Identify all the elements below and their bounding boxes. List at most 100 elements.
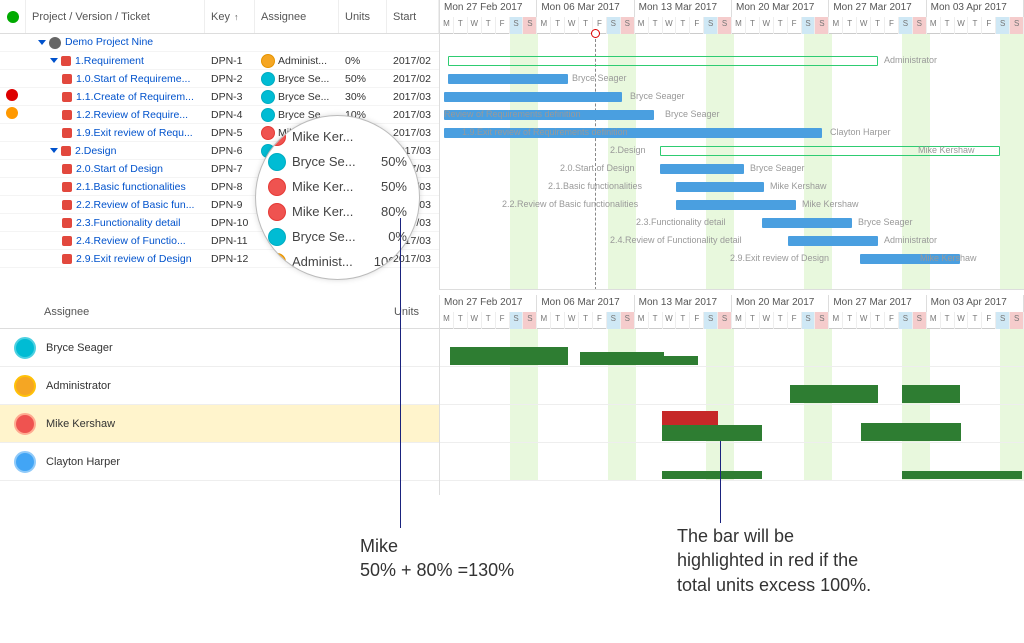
- row-key: DPN-10: [205, 217, 255, 229]
- util-bar[interactable]: [902, 471, 1022, 479]
- assignee-header[interactable]: Assignee: [255, 0, 339, 33]
- util-bar[interactable]: [450, 347, 568, 365]
- row-name[interactable]: 2.9.Exit review of Design: [26, 253, 205, 265]
- units-col-label[interactable]: Units: [394, 306, 419, 318]
- row-name[interactable]: 2.0.Start of Design: [26, 163, 205, 175]
- gantt-bar-label: Administrator: [884, 55, 937, 65]
- week-label: Mon 27 Feb 2017: [440, 295, 537, 312]
- gantt-bar[interactable]: [676, 200, 796, 210]
- gantt-bar-label: Mike Kershaw: [918, 145, 975, 155]
- row-assignee[interactable]: Bryce Se...: [255, 72, 339, 86]
- gantt-bar[interactable]: [448, 74, 568, 84]
- gantt-bar-label: Bryce Seager: [665, 109, 720, 119]
- row-name[interactable]: Demo Project Nine: [26, 36, 205, 48]
- row-name[interactable]: 1.2.Review of Require...: [26, 109, 205, 121]
- week-label: Mon 03 Apr 2017: [927, 0, 1024, 17]
- day-label: F: [593, 312, 607, 329]
- gantt-bar[interactable]: [762, 218, 852, 228]
- table-row[interactable]: Demo Project Nine: [0, 34, 439, 52]
- gantt-bar-prelabel: 2.1.Basic functionalities: [548, 181, 642, 191]
- assignee-col-label[interactable]: Assignee: [44, 306, 394, 318]
- day-label: T: [774, 17, 788, 34]
- gantt-bar[interactable]: [788, 236, 878, 246]
- gantt-bar-label: Mike Kershaw: [802, 199, 859, 209]
- chevron-down-icon[interactable]: [50, 58, 58, 63]
- day-label: T: [968, 312, 982, 329]
- ticket-icon: [62, 92, 72, 102]
- row-start: 2017/03: [387, 127, 439, 139]
- row-name[interactable]: 2.4.Review of Functio...: [26, 235, 205, 247]
- ticket-icon: [62, 182, 72, 192]
- row-name[interactable]: 1.9.Exit review of Requ...: [26, 127, 205, 139]
- day-label: T: [551, 17, 565, 34]
- zoom-magnifier: Mike Ker...0Bryce Se...50%Mike Ker...50%…: [255, 115, 420, 280]
- util-bar[interactable]: [664, 356, 698, 365]
- row-name[interactable]: 2.2.Review of Basic fun...: [26, 199, 205, 211]
- ticket-icon: [62, 128, 72, 138]
- assignee-name: Bryce Seager: [46, 342, 113, 354]
- assignee-row[interactable]: Bryce Seager: [0, 329, 439, 367]
- gantt-bar-prelabel: 2.4.Review of Functionality detail: [610, 235, 742, 245]
- table-row[interactable]: 1.1.Create of Requirem...DPN-3Bryce Se..…: [0, 88, 439, 106]
- timeline-header: Mon 27 Feb 2017Mon 06 Mar 2017Mon 13 Mar…: [440, 0, 1024, 34]
- day-label: W: [663, 17, 677, 34]
- table-row[interactable]: 1.RequirementDPN-1Administ...0%2017/02: [0, 52, 439, 70]
- gantt-bar[interactable]: [676, 182, 764, 192]
- day-label: S: [704, 312, 718, 329]
- day-label: M: [829, 17, 843, 34]
- week-label: Mon 27 Mar 2017: [829, 0, 926, 17]
- assignee-name: Clayton Harper: [46, 456, 120, 468]
- day-label: M: [440, 312, 454, 329]
- row-name[interactable]: 1.1.Create of Requirem...: [26, 91, 205, 103]
- util-bar[interactable]: [902, 385, 960, 403]
- project-header[interactable]: Project / Version / Ticket: [26, 0, 205, 33]
- chevron-down-icon[interactable]: [38, 40, 46, 45]
- magnifier-row: Mike Ker...80%: [256, 199, 419, 224]
- units-header[interactable]: Units: [339, 0, 387, 33]
- row-name[interactable]: 2.1.Basic functionalities: [26, 181, 205, 193]
- day-label: W: [468, 17, 482, 34]
- day-label: S: [510, 17, 524, 34]
- row-assignee[interactable]: Administ...: [255, 54, 339, 68]
- row-key: DPN-1: [205, 55, 255, 67]
- row-name[interactable]: 2.Design: [26, 145, 205, 157]
- week-label: Mon 13 Mar 2017: [635, 0, 732, 17]
- day-label: S: [621, 17, 635, 34]
- assignee-row[interactable]: Clayton Harper: [0, 443, 439, 481]
- gantt-bar[interactable]: [448, 56, 878, 66]
- status-header: [0, 0, 26, 33]
- day-label: S: [523, 17, 537, 34]
- table-row[interactable]: 1.2.Review of Require...DPN-4Bryce Se...…: [0, 106, 439, 124]
- day-label: M: [829, 312, 843, 329]
- row-name[interactable]: 1.Requirement: [26, 55, 205, 67]
- avatar-icon: [261, 54, 275, 68]
- day-label: M: [927, 312, 941, 329]
- day-label: W: [565, 312, 579, 329]
- table-row[interactable]: 1.0.Start of Requireme...DPN-2Bryce Se..…: [0, 70, 439, 88]
- gantt-bar-label: Mike Kershaw: [770, 181, 827, 191]
- util-bar[interactable]: [662, 425, 762, 441]
- row-name[interactable]: 1.0.Start of Requireme...: [26, 73, 205, 85]
- util-bar[interactable]: [790, 385, 878, 403]
- gantt-bar-prelabel: 2.0.Start of Design: [560, 163, 635, 173]
- util-bar[interactable]: [861, 423, 961, 441]
- magnifier-row: Mike Ker...50%: [256, 174, 419, 199]
- gantt-bar[interactable]: [660, 164, 744, 174]
- ticket-icon: [62, 218, 72, 228]
- day-label: M: [537, 17, 551, 34]
- row-name[interactable]: 2.3.Functionality detail: [26, 217, 205, 229]
- day-label: S: [899, 312, 913, 329]
- weekend-stripe: [510, 34, 538, 290]
- key-header[interactable]: Key↑: [205, 0, 255, 33]
- util-bar[interactable]: [662, 471, 762, 479]
- row-assignee[interactable]: Bryce Se...: [255, 90, 339, 104]
- assignee-row[interactable]: Administrator: [0, 367, 439, 405]
- day-label: T: [649, 312, 663, 329]
- util-bar[interactable]: [580, 352, 664, 365]
- gantt-bar[interactable]: [444, 92, 622, 102]
- util-row: 100%50%: [440, 443, 1024, 481]
- start-header[interactable]: Start: [387, 0, 439, 33]
- chevron-down-icon[interactable]: [50, 148, 58, 153]
- day-label: M: [537, 312, 551, 329]
- assignee-row[interactable]: Mike Kershaw: [0, 405, 439, 443]
